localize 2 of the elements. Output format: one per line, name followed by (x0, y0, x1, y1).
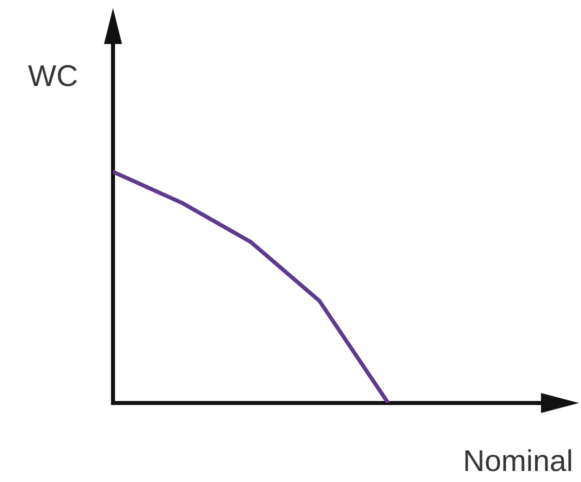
y-axis-title: WC (28, 60, 78, 94)
x-axis-title: Nominal (462, 445, 573, 479)
